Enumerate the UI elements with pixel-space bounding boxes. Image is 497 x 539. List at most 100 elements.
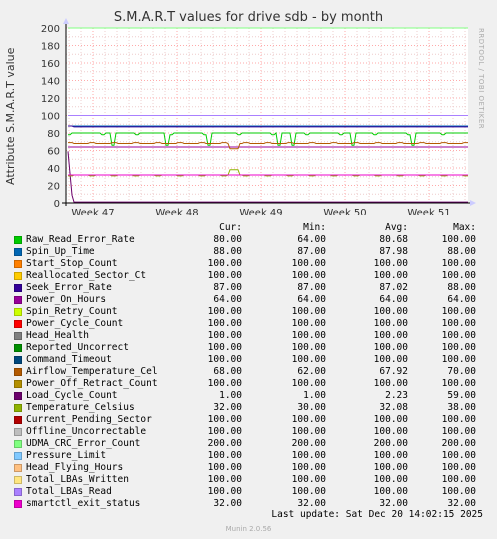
legend-avg-value: 64.00 [379, 294, 408, 305]
legend-series-name: Spin_Up_Time [26, 246, 95, 257]
y-tick-label: 100 [41, 112, 60, 123]
legend-series-name: Head_Flying_Hours [26, 462, 124, 473]
legend-cur-value: 100.00 [207, 342, 242, 353]
legend-swatch [14, 380, 22, 388]
series-lines [67, 27, 468, 203]
legend-max-value: 100.00 [441, 306, 476, 317]
x-tick-label: Week 49 [239, 208, 282, 215]
legend-min-value: 1.00 [303, 390, 326, 401]
legend-avg-value: 100.00 [373, 354, 408, 365]
legend-min-value: 100.00 [291, 426, 326, 437]
legend-min-value: 87.00 [297, 246, 326, 257]
legend-min-value: 100.00 [291, 342, 326, 353]
legend-swatch [14, 248, 22, 256]
legend-swatch [14, 296, 22, 304]
legend-cur-value: 100.00 [207, 306, 242, 317]
legend-swatch [14, 344, 22, 352]
legend-series-name: Total_LBAs_Read [26, 486, 112, 497]
legend-swatch [14, 236, 22, 244]
legend-swatch [14, 464, 22, 472]
legend-max-value: 70.00 [447, 366, 476, 377]
legend-cur-value: 100.00 [207, 270, 242, 281]
legend-max-value: 88.00 [447, 246, 476, 257]
legend-item: Airflow_Temperature_Cel 68.00 62.00 67.92 70… [0, 366, 497, 378]
legend-min-value: 200.00 [291, 438, 326, 449]
legend-avg-value: 80.68 [379, 234, 408, 245]
legend-swatch [14, 476, 22, 484]
legend-swatch [14, 500, 22, 508]
y-tick-labels: 0 20 40 60 80 100 120 140 160 180 200 [41, 24, 60, 210]
legend-swatch [14, 404, 22, 412]
x-tick-labels: Week 47 Week 48 Week 49 Week 50 Week 51 [71, 208, 450, 215]
legend-max-value: 100.00 [441, 318, 476, 329]
legend-max-value: 100.00 [441, 378, 476, 389]
legend-cur-value: 64.00 [213, 294, 242, 305]
legend-item: Reallocated_Sector_Ct 100.00 100.00 100.00 1… [0, 270, 497, 282]
legend-cur-value: 100.00 [207, 318, 242, 329]
x-tick-label: Week 47 [71, 208, 114, 215]
legend-cur-value: 100.00 [207, 486, 242, 497]
legend-max-value: 100.00 [441, 450, 476, 461]
legend-series-name: Offline_Uncorrectable [26, 426, 147, 437]
header-avg: Avg: [385, 222, 408, 233]
legend-item: Temperature_Celsius 32.00 30.00 32.08 38.00 [0, 402, 497, 414]
legend-avg-value: 100.00 [373, 426, 408, 437]
legend-max-value: 100.00 [441, 234, 476, 245]
legend-swatch [14, 356, 22, 364]
legend-series-name: Start_Stop_Count [26, 258, 118, 269]
legend-item: Power_On_Hours 64.00 64.00 64.00 64.00 [0, 294, 497, 306]
y-tick-label: 200 [41, 24, 60, 35]
legend-item: Spin_Retry_Count 100.00 100.00 100.00 100.00 [0, 306, 497, 318]
legend-cur-value: 87.00 [213, 282, 242, 293]
legend-max-value: 100.00 [441, 414, 476, 425]
legend-max-value: 100.00 [441, 258, 476, 269]
x-tick-label: Week 51 [407, 208, 450, 215]
series-line-temperature-celsius [68, 169, 468, 177]
legend-swatch [14, 260, 22, 268]
legend-swatch [14, 284, 22, 292]
x-axis-arrow [470, 200, 476, 206]
legend-avg-value: 100.00 [373, 270, 408, 281]
legend-avg-value: 100.00 [373, 330, 408, 341]
legend-header: Cur: Min: Avg: Max: [0, 222, 497, 234]
legend-cur-value: 88.00 [213, 246, 242, 257]
legend-avg-value: 87.02 [379, 282, 408, 293]
legend-min-value: 64.00 [297, 294, 326, 305]
legend-swatch [14, 428, 22, 436]
header-max: Max: [453, 222, 476, 233]
y-tick-label: 0 [54, 199, 60, 210]
legend-cur-value: 32.00 [213, 498, 242, 509]
legend-item: UDMA_CRC_Error_Count 200.00 200.00 200.00 20… [0, 438, 497, 450]
legend-series-name: Head_Health [26, 330, 89, 341]
legend-swatch [14, 392, 22, 400]
legend-avg-value: 100.00 [373, 306, 408, 317]
legend-swatch [14, 452, 22, 460]
legend-min-value: 100.00 [291, 270, 326, 281]
header-min: Min: [303, 222, 326, 233]
legend-series-name: Reallocated_Sector_Ct [26, 270, 147, 281]
legend-max-value: 38.00 [447, 402, 476, 413]
series-line-airflow-temperature-cel [68, 142, 468, 150]
header-cur: Cur: [219, 222, 242, 233]
legend-max-value: 100.00 [441, 342, 476, 353]
series-line-load-cycle-count [67, 151, 468, 203]
legend-series-name: Seek_Error_Rate [26, 282, 112, 293]
series-line-raw-read-error-rate [68, 132, 468, 146]
legend-max-value: 100.00 [441, 270, 476, 281]
legend-item: Power_Cycle_Count 100.00 100.00 100.00 100.0… [0, 318, 497, 330]
legend-series-name: smartctl_exit_status [26, 498, 141, 509]
legend-cur-value: 1.00 [219, 390, 242, 401]
legend-avg-value: 100.00 [373, 414, 408, 425]
legend-max-value: 59.00 [447, 390, 476, 401]
legend-swatch [14, 440, 22, 448]
legend-item: Command_Timeout 100.00 100.00 100.00 100.00 [0, 354, 497, 366]
legend-series-name: Command_Timeout [26, 354, 112, 365]
legend-series-name: Spin_Retry_Count [26, 306, 118, 317]
legend-item: Spin_Up_Time 88.00 87.00 87.98 88.00 [0, 246, 497, 258]
legend-item: Head_Health 100.00 100.00 100.00 100.00 [0, 330, 497, 342]
legend-min-value: 100.00 [291, 462, 326, 473]
legend-item: Load_Cycle_Count 1.00 1.00 2.23 59.00 [0, 390, 497, 402]
last-update: Last update: Sat Dec 20 14:02:15 2025 [271, 509, 483, 520]
legend-min-value: 100.00 [291, 486, 326, 497]
